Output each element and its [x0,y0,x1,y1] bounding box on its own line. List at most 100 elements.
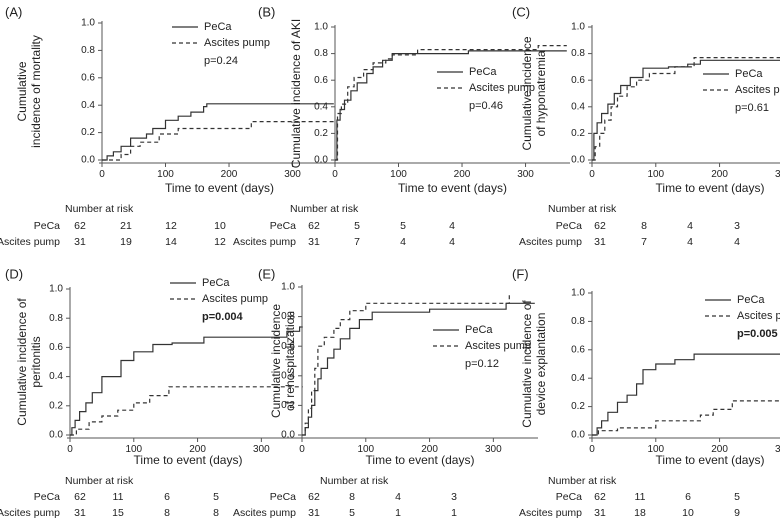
y-axis-label: Cumulative incidence [520,36,534,150]
y-axis-label: incidence of mortality [29,35,43,148]
x-tick-label: 100 [357,444,374,455]
curve-ascites-pump [102,121,334,161]
p-value: p=0.12 [465,358,499,370]
y-axis-label: of hyponatremia [534,50,548,136]
legend-label: Ascites pump [465,340,531,352]
legend-label: PeCa [204,21,232,33]
y-tick-label: 0.4 [49,371,63,382]
risk-cell: 31 [308,236,320,248]
y-tick-label: 0.6 [314,75,328,86]
legend-label: Ascites pump [737,310,780,322]
risk-row-label: Ascites pump [519,236,582,248]
risk-cell: 15 [112,507,124,518]
x-tick-label: 0 [299,444,305,455]
risk-cell: 4 [395,491,401,503]
y-axis-label: Cumulative incidence of [520,300,534,428]
risk-cell: 8 [641,220,647,232]
legend-label: Ascites pump [469,82,535,94]
risk-cell: 9 [734,507,740,518]
risk-cell: 31 [594,507,606,518]
y-tick-label: 0.8 [571,316,585,327]
risk-cell: 8 [213,507,219,518]
risk-cell: 62 [74,491,86,503]
y-tick-label: 0.8 [49,313,63,324]
x-tick-label: 200 [421,444,438,455]
curve-peca [335,50,567,161]
risk-table-title: Number at risk [65,203,134,215]
risk-cell: 7 [354,236,360,248]
x-tick-label: 200 [221,169,238,180]
curve-peca [70,326,303,436]
panel-label: (D) [5,266,23,281]
x-axis-label: Time to event (days) [366,453,475,467]
panel-label: (F) [512,266,529,281]
risk-cell: 3 [451,491,457,503]
x-tick-label: 200 [711,169,728,180]
y-tick-label: 0.2 [49,400,63,411]
risk-cell: 31 [308,507,320,518]
risk-cell: 4 [687,236,693,248]
x-tick-label: 200 [189,444,206,455]
risk-cell: 62 [308,220,320,232]
risk-cell: 11 [635,491,646,503]
risk-cell: 5 [349,507,355,518]
risk-cell: 4 [400,236,406,248]
legend-label: PeCa [469,66,497,78]
curve-ascites-pump [592,400,780,436]
y-tick-label: 1.0 [49,284,63,295]
p-value: p=0.005 [737,328,778,340]
p-value: p=0.61 [735,102,769,114]
y-tick-label: 0.0 [81,155,95,166]
risk-table-title: Number at risk [65,475,134,487]
y-axis-label: of rehospitalization [283,311,297,411]
panel-label: (E) [258,266,275,281]
curve-peca [102,103,334,161]
risk-row-label: PeCa [34,220,60,232]
legend-label: Ascites pump [202,293,268,305]
risk-row-label: Ascites pump [0,507,60,518]
risk-cell: 5 [354,220,360,232]
x-tick-label: 100 [157,169,174,180]
legend-label: Ascites pump [204,37,270,49]
risk-row-label: PeCa [556,491,582,503]
y-axis-label: Cumulative incidence [269,304,283,418]
risk-table-title: Number at risk [548,475,617,487]
y-tick-label: 0.8 [281,311,295,322]
x-tick-label: 200 [711,444,728,455]
risk-cell: 62 [308,491,320,503]
risk-row-label: Ascites pump [0,236,60,248]
risk-row-label: PeCa [270,220,296,232]
y-tick-label: 1.0 [81,18,95,29]
panel-f: (F) Cumulative incidence of device explant… [512,266,780,519]
risk-cell: 18 [634,507,646,518]
risk-cell: 5 [734,491,740,503]
y-tick-label: 0.0 [49,430,63,441]
risk-cell: 4 [449,236,455,248]
y-tick-label: 0.0 [571,430,585,441]
curve-peca [592,353,780,436]
x-tick-label: 0 [67,444,73,455]
y-tick-label: 1.0 [281,282,295,293]
panel-b: (B) Cumulative incidence of AKI 0.0 0.2 0.4 0… [233,4,570,248]
risk-cell: 5 [213,491,219,503]
y-tick-label: 0.2 [571,128,585,139]
risk-cell: 1 [395,507,401,518]
y-tick-label: 0.0 [281,430,295,441]
risk-cell: 4 [734,236,740,248]
curve-ascites-pump [592,57,780,161]
y-tick-label: 0.2 [571,401,585,412]
x-tick-label: 0 [589,169,595,180]
curve-ascites-pump [70,386,303,436]
x-axis-label: Time to event (days) [165,181,274,195]
x-tick-label: 200 [454,169,471,180]
risk-cell: 62 [594,491,606,503]
y-axis-label: Cumulative incidence of AKI [289,19,303,168]
risk-cell: 19 [120,236,132,248]
risk-cell: 10 [682,507,694,518]
y-tick-label: 0.4 [314,101,328,112]
curve-ascites-pump [302,292,510,436]
risk-cell: 1 [451,507,457,518]
risk-cell: 31 [74,507,86,518]
risk-table-title: Number at risk [320,475,389,487]
